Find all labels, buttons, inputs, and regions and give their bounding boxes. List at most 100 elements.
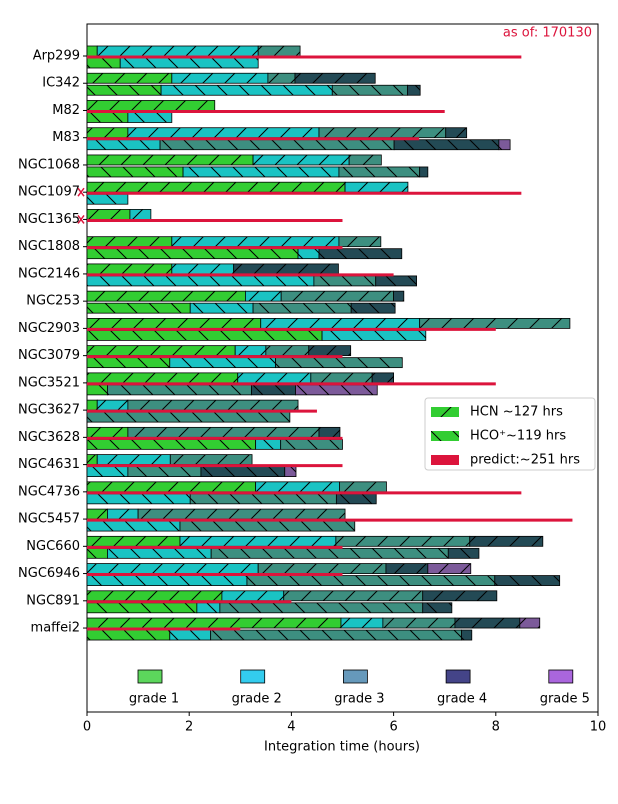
bar-segment <box>86 57 121 69</box>
bar-segment <box>335 493 377 505</box>
bar-segment <box>498 139 511 151</box>
y-tick-label: NGC4631 <box>18 457 80 472</box>
bar-segment <box>200 466 286 478</box>
bar-segment <box>137 508 346 520</box>
bar-segment <box>86 547 108 559</box>
bar-segment <box>234 345 267 357</box>
bar-segment <box>86 563 259 574</box>
x-tick-label: 10 <box>590 720 607 735</box>
bar-segment <box>86 629 171 641</box>
y-tick-label: NGC1068 <box>18 157 80 172</box>
bar-segment <box>348 154 382 166</box>
bar-segment <box>86 493 191 505</box>
y-tick-label: NGC891 <box>26 593 80 608</box>
bar-segment <box>86 508 108 520</box>
grade-label: grade 2 <box>232 692 282 707</box>
grade-label: grade 4 <box>437 692 487 707</box>
bar-segment <box>86 127 129 139</box>
bar-segment <box>393 139 500 151</box>
bar-segment <box>86 602 198 614</box>
bar-segment <box>86 590 223 602</box>
bar-segment <box>419 317 571 329</box>
bar-segment <box>219 602 424 614</box>
y-tick-label: NGC3628 <box>18 430 80 445</box>
bar-segment <box>86 520 181 532</box>
grade-swatch <box>240 669 266 684</box>
bar-segment <box>321 329 427 341</box>
bar-segment <box>86 209 131 220</box>
grade-label: grade 1 <box>129 692 179 707</box>
bar-segment <box>406 84 421 96</box>
bar-segment <box>221 590 285 602</box>
bar-segment <box>422 590 498 602</box>
bar-segment <box>265 345 310 357</box>
x-tick-label: 2 <box>185 720 193 735</box>
grade-swatch <box>137 669 163 684</box>
bar-segment <box>469 535 544 547</box>
legend-label: HCO⁺~119 hrs <box>470 429 566 444</box>
bar-segment <box>127 426 320 438</box>
bar-segment <box>385 563 429 574</box>
bar-segment <box>283 590 424 602</box>
bar-segment <box>86 154 254 166</box>
legend-box <box>424 397 596 471</box>
bar-segment <box>169 629 212 641</box>
bar-segment <box>169 454 253 466</box>
bar-segment <box>297 248 320 260</box>
bar-segment <box>127 466 202 478</box>
bar-segment <box>419 166 429 178</box>
bar-segment <box>422 602 453 614</box>
bar-segment <box>251 384 296 396</box>
bar-segment <box>107 547 212 559</box>
y-tick-label: NGC1808 <box>18 239 80 254</box>
bar-segment <box>86 345 236 357</box>
y-tick-label: NGC3627 <box>18 403 80 418</box>
bar-segment <box>252 302 352 314</box>
bar-segment <box>86 466 129 478</box>
y-tick-label: NGC253 <box>26 294 80 309</box>
bar-segment <box>86 426 129 438</box>
bar-segment <box>210 629 462 641</box>
y-tick-label: NGC3521 <box>18 375 80 390</box>
bar-segment <box>461 629 473 641</box>
bar-segment <box>129 209 152 220</box>
x-tick-label: 6 <box>389 720 397 735</box>
bar-segment <box>86 384 108 396</box>
bar-segment <box>107 508 139 520</box>
bar-segment <box>371 372 395 384</box>
bar-segment <box>86 317 262 329</box>
bar-segment <box>275 357 403 369</box>
bar-segment <box>340 617 384 629</box>
bar-segment <box>86 290 246 302</box>
bar-segment <box>294 72 376 84</box>
bar-segment <box>338 166 421 178</box>
bar-segment <box>339 481 387 493</box>
grade-swatch <box>548 669 574 684</box>
bar-segment <box>393 290 405 302</box>
bar-segment <box>171 263 235 275</box>
bar-segment <box>318 127 447 139</box>
bar-segment <box>331 84 408 96</box>
bar-segment <box>86 112 129 123</box>
flag-marker <box>77 187 85 197</box>
bar-segment <box>338 236 382 248</box>
bar-segment <box>127 127 320 139</box>
flag-marker <box>77 214 85 224</box>
grade-label: grade 3 <box>334 692 384 707</box>
x-axis-label: Integration time (hours) <box>264 740 420 755</box>
bar-segment <box>257 563 387 574</box>
bar-segment <box>494 575 561 586</box>
bar-segment <box>280 438 343 450</box>
bar-segment <box>96 45 259 57</box>
y-tick-label: NGC2146 <box>18 266 80 281</box>
bar-segment <box>255 481 340 493</box>
bar-segment <box>86 399 98 411</box>
y-tick-label: NGC660 <box>26 539 80 554</box>
bar-segment <box>119 57 259 69</box>
bar-segment <box>382 617 456 629</box>
x-tick-label: 0 <box>83 720 91 735</box>
bar-segment <box>267 72 296 84</box>
bar-segment <box>86 438 257 450</box>
bar-segment <box>375 275 417 287</box>
bar-segment <box>335 535 471 547</box>
